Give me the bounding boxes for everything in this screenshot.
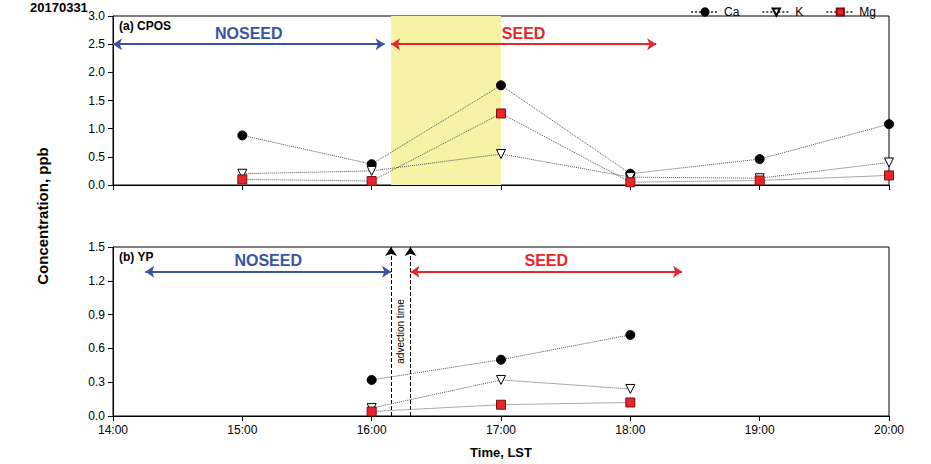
svg-text:3.0: 3.0: [88, 9, 105, 23]
svg-text:1.0: 1.0: [88, 122, 105, 136]
svg-text:1.5: 1.5: [88, 94, 105, 108]
svg-text:SEED: SEED: [524, 252, 568, 269]
svg-text:SEED: SEED: [502, 25, 546, 42]
svg-text:14:00: 14:00: [98, 423, 128, 437]
svg-text:19:00: 19:00: [745, 423, 775, 437]
svg-text:(b) YP: (b) YP: [119, 250, 153, 264]
svg-text:18:00: 18:00: [615, 423, 645, 437]
svg-text:advection time: advection time: [395, 299, 406, 364]
svg-text:Ca: Ca: [724, 5, 740, 19]
svg-text:Mg: Mg: [859, 5, 876, 19]
svg-text:2.0: 2.0: [88, 65, 105, 79]
svg-text:15:00: 15:00: [227, 423, 257, 437]
svg-text:NOSEED: NOSEED: [234, 252, 302, 269]
svg-text:20:00: 20:00: [874, 423, 904, 437]
svg-text:Time, LST: Time, LST: [470, 445, 532, 460]
svg-text:0.5: 0.5: [88, 150, 105, 164]
svg-text:0.9: 0.9: [88, 308, 105, 322]
svg-text:0.6: 0.6: [88, 341, 105, 355]
svg-text:17:00: 17:00: [486, 423, 516, 437]
svg-text:1.2: 1.2: [88, 274, 105, 288]
svg-text:0.0: 0.0: [88, 178, 105, 192]
svg-text:Concentration, ppb: Concentration, ppb: [34, 147, 51, 285]
svg-text:(a) CPOS: (a) CPOS: [119, 19, 171, 33]
svg-text:20170331: 20170331: [30, 0, 88, 15]
svg-text:0.3: 0.3: [88, 375, 105, 389]
svg-text:2.5: 2.5: [88, 37, 105, 51]
svg-text:1.5: 1.5: [88, 240, 105, 254]
svg-text:NOSEED: NOSEED: [215, 25, 283, 42]
svg-text:K: K: [795, 5, 803, 19]
svg-text:0.0: 0.0: [88, 409, 105, 423]
svg-text:16:00: 16:00: [357, 423, 387, 437]
